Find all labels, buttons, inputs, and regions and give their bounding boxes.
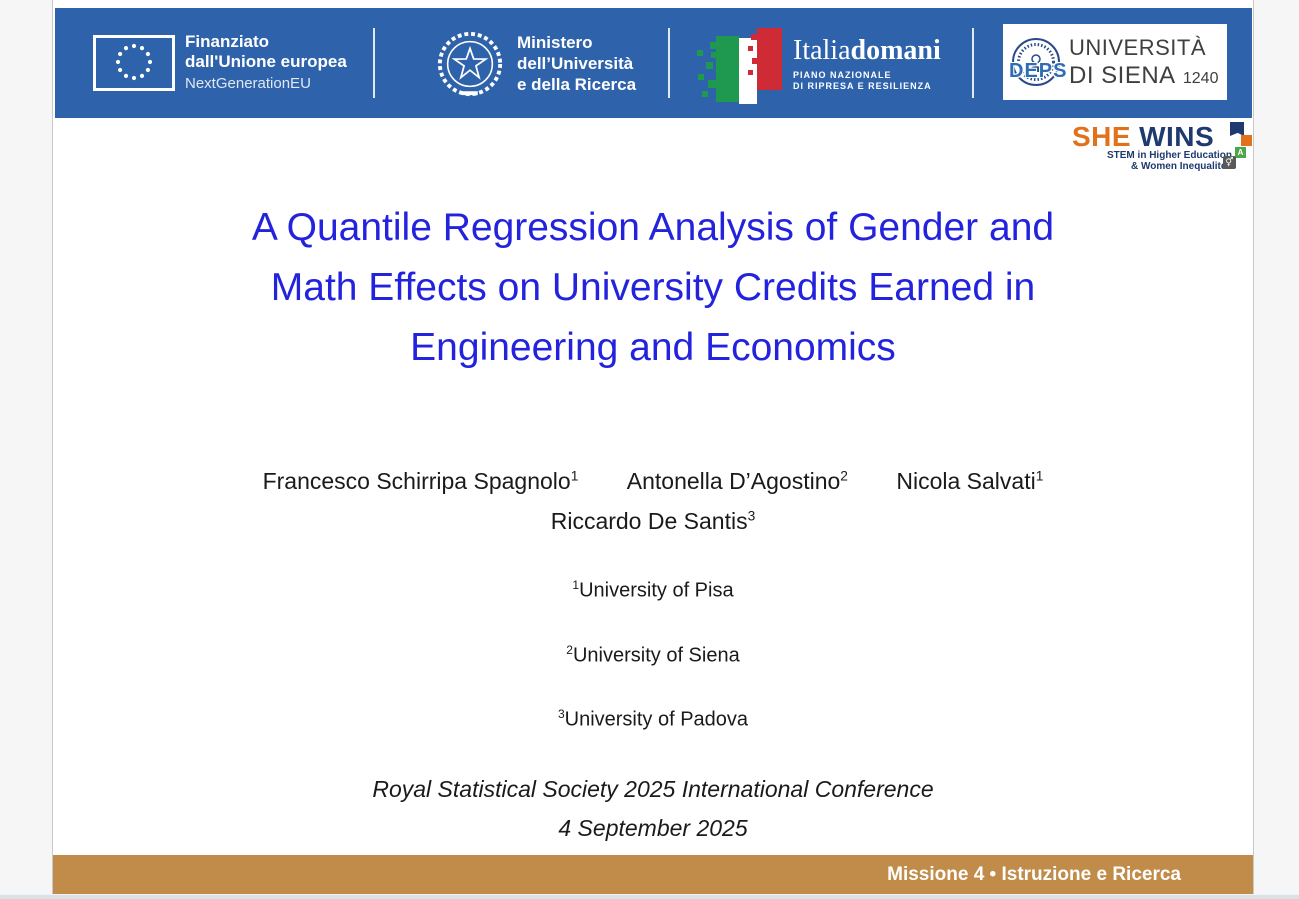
italiadomani-tagline: PIANO NAZIONALE DI RIPRESA E RESILIENZA	[793, 70, 941, 92]
shewins-tagline-line1: STEM in Higher Education	[1106, 150, 1232, 161]
siena-seal-icon	[1012, 38, 1060, 86]
shewins-block-icon	[1230, 122, 1244, 136]
ministry-line2: dell’Università	[517, 54, 634, 73]
author-affiliation-mark: 1	[1035, 468, 1044, 483]
conference-name: Royal Statistical Society 2025 Internati…	[372, 776, 934, 802]
shewins-tagline-line2: & Women Inequalites	[1131, 161, 1232, 172]
author: Nicola Salvati1	[896, 467, 1044, 494]
italiadomani-wordmark-bold: domani	[850, 35, 941, 66]
author: Riccardo De Santis3	[550, 508, 756, 535]
author-affiliation-mark: 2	[840, 468, 848, 483]
affiliation: 2University of Siena	[566, 642, 740, 667]
authors-row: Riccardo De Santis3	[53, 499, 1253, 540]
viewer-right-margin	[1253, 0, 1299, 899]
italiadomani-tagline-line2: DI RIPRESA E RESILIENZA	[793, 81, 932, 91]
shewins-block-icon: ⚥	[1223, 156, 1236, 169]
eu-funding-line3: NextGenerationEU	[185, 75, 311, 92]
shewins-she: SHE	[1072, 121, 1132, 152]
italiadomani-wordmark-regular: Italia	[793, 35, 851, 66]
mission-footer-text: Missione 4 • Istruzione e Ricerca	[887, 864, 1181, 885]
siena-text: UNIVERSITÀ DI SIENA 1240	[1069, 34, 1218, 93]
authors-block: Francesco Schirripa Spagnolo1 Antonella …	[53, 458, 1253, 539]
author-affiliation-mark: 1	[570, 468, 579, 483]
ministry-line1: Ministero	[517, 33, 593, 52]
deps-wordmark: DEPS	[1009, 60, 1068, 82]
ministry-emblem-icon	[437, 31, 503, 97]
banner-divider	[972, 28, 974, 98]
window-bottom-edge	[0, 894, 1299, 899]
eu-funding-text: Finanziato dall'Unione europea NextGener…	[185, 32, 347, 94]
italiadomani-text: Italiadomani PIANO NAZIONALE DI RIPRESA …	[793, 36, 941, 92]
eu-funding-line2: dall'Unione europea	[185, 52, 347, 71]
ministry-text: Ministero dell’Università e della Ricerc…	[517, 32, 636, 95]
author: Francesco Schirripa Spagnolo1	[262, 467, 579, 494]
mission-footer-bar: Missione 4 • Istruzione e Ricerca	[53, 855, 1253, 894]
ministry-line3: e della Ricerca	[517, 75, 637, 94]
funding-banner: Finanziato dall'Unione europea NextGener…	[55, 8, 1252, 118]
viewer-left-margin	[0, 0, 53, 899]
affiliation: 3University of Padova	[557, 707, 749, 731]
title-line: A Quantile Regression Analysis of Gender…	[251, 206, 1055, 249]
author: Antonella D’Agostino2	[626, 467, 848, 494]
affiliations-block: 1University of Pisa 2University of Siena…	[53, 572, 1253, 766]
eu-flag-icon	[93, 35, 175, 91]
university-of-siena-logo: DEPS UNIVERSITÀ DI SIENA 1240	[1003, 24, 1227, 100]
eu-funding-line1: Finanziato	[185, 32, 270, 51]
shewins-tagline: STEM in Higher Education & Women Inequal…	[1107, 150, 1232, 172]
author-affiliation-mark: 3	[747, 508, 756, 524]
shewins-block-icon	[1241, 135, 1252, 146]
conference-date: 4 September 2025	[558, 815, 748, 841]
shewins-wins: WINS	[1139, 121, 1215, 152]
italiadomani-wordmark: Italiadomani	[793, 36, 941, 66]
title-line: Math Effects on University Credits Earne…	[270, 266, 1036, 309]
shewins-logo: SHE WINS STEM in Higher Education & Women…	[1072, 122, 1252, 178]
conference-block: Royal Statistical Society 2025 Internati…	[53, 770, 1253, 848]
italiadomani-flag-icon	[697, 28, 782, 104]
shewins-wordmark: SHE WINS	[1072, 122, 1252, 152]
italiadomani-tagline-line1: PIANO NAZIONALE	[793, 70, 892, 80]
banner-divider	[373, 28, 375, 98]
banner-divider	[668, 28, 670, 98]
shewins-block-icon: A	[1235, 147, 1246, 158]
slide-title: A Quantile Regression Analysis of Gender…	[53, 198, 1253, 378]
siena-line2: DI SIENA 1240	[1069, 62, 1219, 89]
siena-line1: UNIVERSITÀ	[1069, 35, 1207, 60]
authors-row: Francesco Schirripa Spagnolo1 Antonella …	[53, 458, 1253, 499]
affiliation: 1University of Pisa	[572, 578, 734, 602]
siena-founding-year: 1240	[1182, 70, 1219, 87]
title-line: Engineering and Economics	[410, 326, 896, 369]
